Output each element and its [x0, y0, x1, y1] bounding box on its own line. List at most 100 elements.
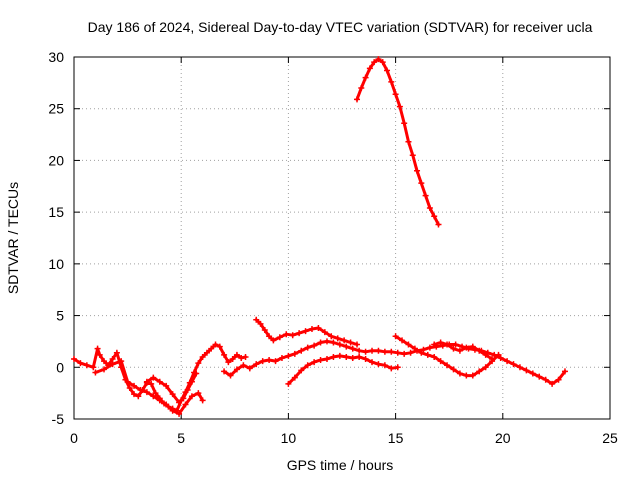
data-point: [542, 376, 549, 383]
data-point: [426, 205, 433, 212]
data-point: [407, 349, 414, 356]
data-point: [302, 328, 309, 335]
data-point: [276, 334, 283, 341]
data-point: [392, 333, 399, 340]
y-tick-label: 5: [56, 308, 64, 324]
data-point: [549, 380, 556, 387]
data-point: [131, 382, 138, 389]
data-point: [371, 59, 378, 66]
data-point: [193, 370, 200, 377]
x-axis-title: GPS time / hours: [287, 457, 394, 473]
y-tick-label: 10: [48, 256, 64, 272]
data-point: [523, 367, 530, 374]
data-point: [323, 338, 330, 345]
data-point: [169, 391, 176, 398]
data-point: [272, 358, 279, 365]
data-point: [176, 410, 183, 417]
data-point: [308, 326, 315, 333]
data-point: [347, 339, 354, 346]
data-point: [394, 364, 401, 371]
data-point: [504, 358, 511, 365]
data-point: [143, 378, 150, 385]
data-point: [411, 345, 418, 352]
data-point: [109, 361, 116, 368]
data-point: [270, 337, 277, 344]
data-point: [409, 152, 416, 159]
data-point: [394, 349, 401, 356]
data-point: [225, 359, 232, 366]
data-point: [156, 397, 163, 404]
data-point: [221, 368, 228, 375]
data-point: [83, 362, 90, 369]
series-line: [145, 372, 198, 404]
data-point: [94, 345, 101, 352]
x-tick-label: 20: [495, 430, 511, 446]
data-point: [375, 361, 382, 368]
data-point: [203, 349, 210, 356]
data-point: [195, 360, 202, 367]
data-point: [388, 365, 395, 372]
data-point: [253, 316, 260, 323]
data-point: [343, 343, 350, 350]
x-tick-label: 5: [177, 430, 185, 446]
data-point: [311, 359, 318, 366]
data-point: [317, 357, 324, 364]
data-point: [289, 332, 296, 339]
grid: [74, 57, 610, 419]
data-point: [388, 348, 395, 355]
y-tick-label: -5: [52, 411, 65, 427]
data-point: [529, 370, 536, 377]
data-point: [356, 347, 363, 354]
data-point: [405, 341, 412, 348]
data-point: [328, 333, 335, 340]
data-point: [71, 356, 77, 363]
series-arc-5: [253, 316, 361, 348]
data-point: [92, 369, 99, 376]
data-point: [336, 341, 343, 348]
data-point: [285, 352, 292, 359]
data-point: [356, 353, 363, 360]
data-point: [431, 341, 438, 348]
data-point: [336, 352, 343, 359]
tick-labels: 0 5 10 15 20 25 -5 0 5 10 15 20 25 30: [48, 49, 618, 446]
data-point: [334, 335, 341, 342]
data-point: [233, 366, 240, 373]
data-point: [354, 96, 361, 103]
x-tick-label: 0: [70, 430, 78, 446]
data-point: [463, 372, 470, 379]
data-point: [510, 361, 517, 368]
data-point: [444, 362, 451, 369]
data-point: [246, 365, 253, 372]
data-point: [137, 387, 144, 394]
data-point: [362, 348, 369, 355]
data-point: [96, 351, 103, 358]
x-tick-label: 15: [388, 430, 404, 446]
data-point: [456, 370, 463, 377]
data-point: [375, 347, 382, 354]
data-point: [321, 329, 328, 336]
y-tick-label: 30: [48, 49, 64, 65]
data-point: [396, 103, 403, 110]
series-arc-6: [285, 352, 401, 387]
data-point: [437, 358, 444, 365]
data-point: [184, 387, 191, 394]
data-point: [135, 393, 142, 400]
data-point: [259, 358, 266, 365]
chart-title: Day 186 of 2024, Sidereal Day-to-day VTE…: [88, 19, 593, 35]
y-tick-label: 0: [56, 359, 64, 375]
data-point: [240, 362, 247, 369]
data-point: [77, 360, 84, 367]
data-point: [221, 351, 228, 358]
data-point: [489, 356, 496, 363]
y-axis-title: SDTVAR / TECUs: [5, 182, 21, 294]
data-point: [349, 345, 356, 352]
data-point: [362, 74, 369, 81]
series-arc-7: [392, 333, 502, 379]
data-point: [212, 341, 219, 348]
data-point: [366, 65, 373, 72]
data-point: [437, 339, 444, 346]
data-point: [148, 380, 155, 387]
data-point: [156, 378, 163, 385]
